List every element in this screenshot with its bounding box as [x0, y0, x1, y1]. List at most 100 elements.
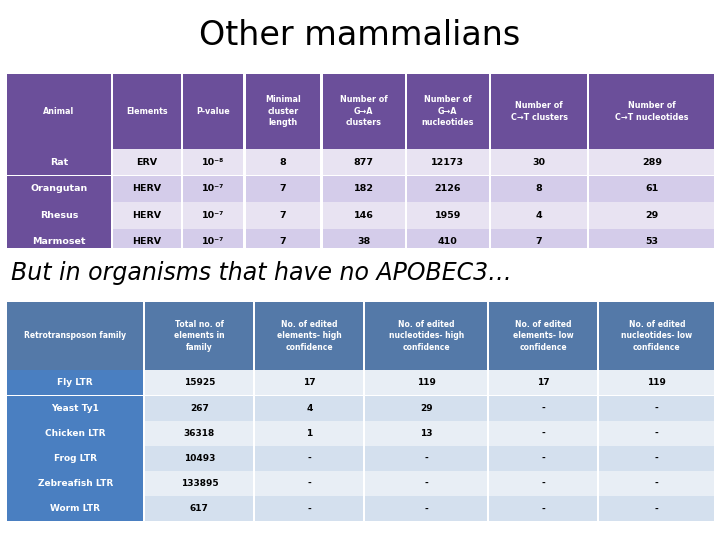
Text: 4: 4 — [536, 211, 542, 220]
FancyBboxPatch shape — [246, 202, 320, 228]
Text: 7: 7 — [279, 211, 287, 220]
FancyBboxPatch shape — [7, 471, 143, 496]
Text: Retrotransposon family: Retrotransposon family — [24, 332, 126, 340]
Text: -: - — [541, 479, 545, 488]
Text: Yeast Ty1: Yeast Ty1 — [51, 403, 99, 413]
Text: 17: 17 — [303, 379, 315, 387]
Text: 12173: 12173 — [431, 158, 464, 166]
Text: P-value: P-value — [196, 107, 230, 116]
FancyBboxPatch shape — [113, 202, 181, 228]
FancyBboxPatch shape — [407, 149, 489, 176]
Text: 29: 29 — [420, 403, 433, 413]
Text: Fly LTR: Fly LTR — [58, 379, 93, 387]
FancyBboxPatch shape — [145, 446, 253, 471]
Text: -: - — [655, 479, 659, 488]
FancyBboxPatch shape — [365, 496, 487, 521]
FancyBboxPatch shape — [256, 421, 363, 446]
FancyBboxPatch shape — [256, 471, 363, 496]
Text: 10⁻⁸: 10⁻⁸ — [202, 158, 224, 166]
FancyBboxPatch shape — [365, 302, 487, 370]
FancyBboxPatch shape — [145, 302, 253, 370]
Text: 410: 410 — [438, 238, 458, 246]
Text: Chicken LTR: Chicken LTR — [45, 429, 106, 438]
FancyBboxPatch shape — [246, 74, 320, 148]
FancyBboxPatch shape — [365, 370, 487, 395]
Text: HERV: HERV — [132, 238, 161, 246]
FancyBboxPatch shape — [183, 229, 243, 255]
Text: -: - — [541, 429, 545, 438]
Text: -: - — [655, 504, 659, 514]
Text: HERV: HERV — [132, 211, 161, 220]
FancyBboxPatch shape — [490, 396, 598, 421]
Text: 289: 289 — [642, 158, 662, 166]
FancyBboxPatch shape — [590, 74, 714, 148]
Text: 15925: 15925 — [184, 379, 215, 387]
Text: Minimal
cluster
length: Minimal cluster length — [265, 95, 301, 127]
Text: 8: 8 — [536, 184, 542, 193]
FancyBboxPatch shape — [491, 176, 588, 202]
Text: No. of edited
elements- low
confidence: No. of edited elements- low confidence — [513, 320, 574, 352]
Text: 877: 877 — [354, 158, 374, 166]
FancyBboxPatch shape — [365, 396, 487, 421]
FancyBboxPatch shape — [113, 149, 181, 176]
FancyBboxPatch shape — [183, 176, 243, 202]
FancyBboxPatch shape — [7, 149, 111, 176]
Text: Other mammalians: Other mammalians — [199, 19, 521, 52]
Text: 119: 119 — [647, 379, 666, 387]
Text: 10⁻⁷: 10⁻⁷ — [202, 211, 224, 220]
FancyBboxPatch shape — [323, 176, 405, 202]
FancyBboxPatch shape — [323, 202, 405, 228]
FancyBboxPatch shape — [256, 396, 363, 421]
Text: Frog LTR: Frog LTR — [54, 454, 96, 463]
Text: 13: 13 — [420, 429, 433, 438]
FancyBboxPatch shape — [407, 74, 489, 148]
Text: No. of edited
nucleotides- high
confidence: No. of edited nucleotides- high confiden… — [389, 320, 464, 352]
Text: 182: 182 — [354, 184, 374, 193]
Text: Number of
G→A
clusters: Number of G→A clusters — [340, 95, 387, 127]
Text: -: - — [307, 479, 311, 488]
FancyBboxPatch shape — [599, 396, 714, 421]
Text: 2126: 2126 — [435, 184, 461, 193]
Text: 10⁻⁷: 10⁻⁷ — [202, 238, 224, 246]
FancyBboxPatch shape — [599, 471, 714, 496]
FancyBboxPatch shape — [256, 370, 363, 395]
Text: Total no. of
elements in
family: Total no. of elements in family — [174, 320, 225, 352]
Text: -: - — [655, 429, 659, 438]
FancyBboxPatch shape — [113, 229, 181, 255]
Text: 53: 53 — [645, 238, 658, 246]
FancyBboxPatch shape — [256, 496, 363, 521]
FancyBboxPatch shape — [323, 149, 405, 176]
Text: 10⁻⁷: 10⁻⁷ — [202, 184, 224, 193]
FancyBboxPatch shape — [246, 149, 320, 176]
Text: Worm LTR: Worm LTR — [50, 504, 100, 514]
Text: Zebreafish LTR: Zebreafish LTR — [37, 479, 113, 488]
FancyBboxPatch shape — [590, 149, 714, 176]
FancyBboxPatch shape — [365, 471, 487, 496]
FancyBboxPatch shape — [490, 370, 598, 395]
FancyBboxPatch shape — [490, 496, 598, 521]
Text: 1959: 1959 — [435, 211, 461, 220]
FancyBboxPatch shape — [365, 421, 487, 446]
FancyBboxPatch shape — [323, 74, 405, 148]
FancyBboxPatch shape — [590, 176, 714, 202]
FancyBboxPatch shape — [7, 446, 143, 471]
FancyBboxPatch shape — [491, 202, 588, 228]
Text: Number of
C→T clusters: Number of C→T clusters — [510, 101, 567, 122]
FancyBboxPatch shape — [145, 396, 253, 421]
Text: ERV: ERV — [136, 158, 157, 166]
FancyBboxPatch shape — [599, 370, 714, 395]
Text: -: - — [541, 504, 545, 514]
Text: But in organisms that have no APOBEC3…: But in organisms that have no APOBEC3… — [11, 261, 511, 285]
FancyBboxPatch shape — [7, 202, 111, 228]
FancyBboxPatch shape — [7, 396, 143, 421]
FancyBboxPatch shape — [7, 229, 111, 255]
Text: Orangutan: Orangutan — [30, 184, 88, 193]
FancyBboxPatch shape — [599, 446, 714, 471]
Text: 617: 617 — [190, 504, 209, 514]
Text: Elements: Elements — [126, 107, 168, 116]
Text: 30: 30 — [533, 158, 546, 166]
FancyBboxPatch shape — [7, 496, 143, 521]
Text: Number of
C→T nucleotides: Number of C→T nucleotides — [615, 101, 688, 122]
Text: 17: 17 — [537, 379, 549, 387]
FancyBboxPatch shape — [7, 74, 111, 148]
